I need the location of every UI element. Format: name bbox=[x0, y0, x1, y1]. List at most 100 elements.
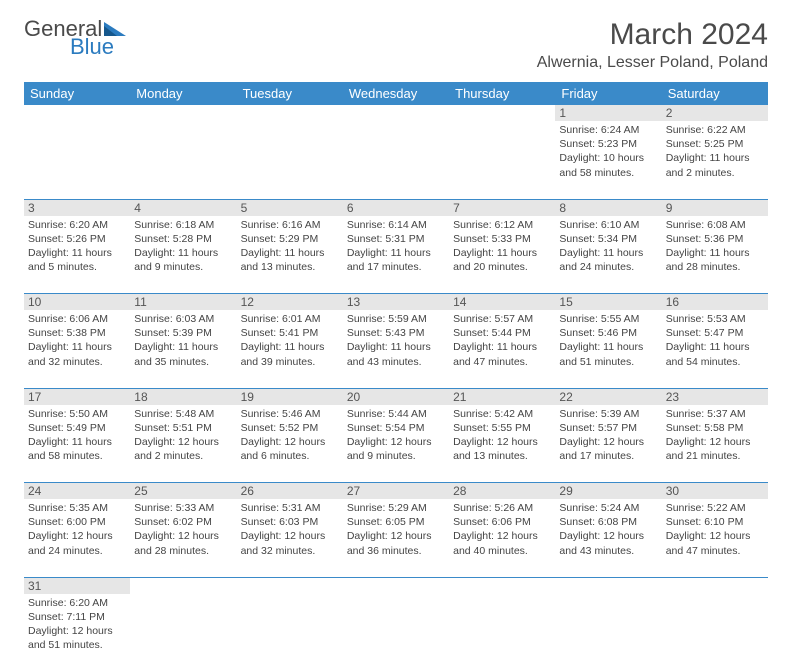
sunrise-text: Sunrise: 5:29 AM bbox=[347, 501, 445, 515]
day-cell: Sunrise: 5:31 AMSunset: 6:03 PMDaylight:… bbox=[237, 499, 343, 577]
day-number: 27 bbox=[343, 483, 449, 500]
sunset-text: Sunset: 5:34 PM bbox=[559, 232, 657, 246]
sunrise-text: Sunrise: 6:24 AM bbox=[559, 123, 657, 137]
daylight-text: Daylight: 12 hours and 40 minutes. bbox=[453, 529, 551, 557]
daylight-text: Daylight: 12 hours and 6 minutes. bbox=[241, 435, 339, 463]
daylight-text: Daylight: 12 hours and 28 minutes. bbox=[134, 529, 232, 557]
sunrise-text: Sunrise: 6:06 AM bbox=[28, 312, 126, 326]
calendar-header-row: SundayMondayTuesdayWednesdayThursdayFrid… bbox=[24, 82, 768, 105]
day-cell bbox=[130, 121, 236, 199]
sunset-text: Sunset: 5:44 PM bbox=[453, 326, 551, 340]
sunrise-text: Sunrise: 5:50 AM bbox=[28, 407, 126, 421]
sunset-text: Sunset: 5:57 PM bbox=[559, 421, 657, 435]
daylight-text: Daylight: 11 hours and 13 minutes. bbox=[241, 246, 339, 274]
sunrise-text: Sunrise: 5:33 AM bbox=[134, 501, 232, 515]
sunrise-text: Sunrise: 6:10 AM bbox=[559, 218, 657, 232]
day-number: 29 bbox=[555, 483, 661, 500]
day-cell: Sunrise: 5:33 AMSunset: 6:02 PMDaylight:… bbox=[130, 499, 236, 577]
sunset-text: Sunset: 5:25 PM bbox=[666, 137, 764, 151]
day-number: 26 bbox=[237, 483, 343, 500]
sunset-text: Sunset: 5:52 PM bbox=[241, 421, 339, 435]
daylight-text: Daylight: 11 hours and 20 minutes. bbox=[453, 246, 551, 274]
day-number: 16 bbox=[662, 294, 768, 311]
weekday-header: Thursday bbox=[449, 82, 555, 105]
daylight-text: Daylight: 11 hours and 17 minutes. bbox=[347, 246, 445, 274]
sunset-text: Sunset: 6:05 PM bbox=[347, 515, 445, 529]
sunrise-text: Sunrise: 5:39 AM bbox=[559, 407, 657, 421]
day-cell: Sunrise: 5:26 AMSunset: 6:06 PMDaylight:… bbox=[449, 499, 555, 577]
daylight-text: Daylight: 12 hours and 43 minutes. bbox=[559, 529, 657, 557]
day-number: 8 bbox=[555, 199, 661, 216]
sunrise-text: Sunrise: 5:44 AM bbox=[347, 407, 445, 421]
sunset-text: Sunset: 5:43 PM bbox=[347, 326, 445, 340]
daylight-text: Daylight: 11 hours and 28 minutes. bbox=[666, 246, 764, 274]
sunset-text: Sunset: 5:58 PM bbox=[666, 421, 764, 435]
day-number bbox=[130, 105, 236, 121]
sunrise-text: Sunrise: 6:08 AM bbox=[666, 218, 764, 232]
day-number bbox=[237, 105, 343, 121]
sunset-text: Sunset: 5:28 PM bbox=[134, 232, 232, 246]
day-cell: Sunrise: 6:12 AMSunset: 5:33 PMDaylight:… bbox=[449, 216, 555, 294]
sunset-text: Sunset: 5:36 PM bbox=[666, 232, 764, 246]
daylight-text: Daylight: 11 hours and 54 minutes. bbox=[666, 340, 764, 368]
sunset-text: Sunset: 5:33 PM bbox=[453, 232, 551, 246]
daylight-text: Daylight: 11 hours and 32 minutes. bbox=[28, 340, 126, 368]
day-number: 18 bbox=[130, 388, 236, 405]
sunrise-text: Sunrise: 5:53 AM bbox=[666, 312, 764, 326]
sunrise-text: Sunrise: 6:03 AM bbox=[134, 312, 232, 326]
sunrise-text: Sunrise: 5:59 AM bbox=[347, 312, 445, 326]
sunset-text: Sunset: 6:06 PM bbox=[453, 515, 551, 529]
sunset-text: Sunset: 5:51 PM bbox=[134, 421, 232, 435]
day-cell: Sunrise: 6:20 AMSunset: 7:11 PMDaylight:… bbox=[24, 594, 130, 672]
day-number: 9 bbox=[662, 199, 768, 216]
day-cell: Sunrise: 5:46 AMSunset: 5:52 PMDaylight:… bbox=[237, 405, 343, 483]
day-number-row: 3456789 bbox=[24, 199, 768, 216]
daylight-text: Daylight: 11 hours and 2 minutes. bbox=[666, 151, 764, 179]
day-number: 7 bbox=[449, 199, 555, 216]
day-cell bbox=[449, 594, 555, 672]
daylight-text: Daylight: 11 hours and 35 minutes. bbox=[134, 340, 232, 368]
day-cell bbox=[343, 594, 449, 672]
sunset-text: Sunset: 5:31 PM bbox=[347, 232, 445, 246]
week-row: Sunrise: 6:20 AMSunset: 5:26 PMDaylight:… bbox=[24, 216, 768, 294]
day-number: 1 bbox=[555, 105, 661, 121]
day-number: 2 bbox=[662, 105, 768, 121]
day-number: 24 bbox=[24, 483, 130, 500]
month-title: March 2024 bbox=[537, 18, 768, 52]
day-cell: Sunrise: 5:59 AMSunset: 5:43 PMDaylight:… bbox=[343, 310, 449, 388]
day-cell bbox=[555, 594, 661, 672]
day-cell: Sunrise: 5:50 AMSunset: 5:49 PMDaylight:… bbox=[24, 405, 130, 483]
weekday-header: Sunday bbox=[24, 82, 130, 105]
sunrise-text: Sunrise: 6:22 AM bbox=[666, 123, 764, 137]
sunset-text: Sunset: 5:54 PM bbox=[347, 421, 445, 435]
day-cell: Sunrise: 6:01 AMSunset: 5:41 PMDaylight:… bbox=[237, 310, 343, 388]
day-number bbox=[343, 105, 449, 121]
week-row: Sunrise: 6:20 AMSunset: 7:11 PMDaylight:… bbox=[24, 594, 768, 672]
day-number bbox=[24, 105, 130, 121]
day-number-row: 12 bbox=[24, 105, 768, 121]
day-cell: Sunrise: 6:24 AMSunset: 5:23 PMDaylight:… bbox=[555, 121, 661, 199]
weekday-header: Friday bbox=[555, 82, 661, 105]
day-number-row: 10111213141516 bbox=[24, 294, 768, 311]
day-cell bbox=[237, 121, 343, 199]
day-cell: Sunrise: 5:44 AMSunset: 5:54 PMDaylight:… bbox=[343, 405, 449, 483]
day-number: 23 bbox=[662, 388, 768, 405]
location-text: Alwernia, Lesser Poland, Poland bbox=[537, 54, 768, 72]
daylight-text: Daylight: 12 hours and 24 minutes. bbox=[28, 529, 126, 557]
day-cell bbox=[662, 594, 768, 672]
day-cell: Sunrise: 5:39 AMSunset: 5:57 PMDaylight:… bbox=[555, 405, 661, 483]
day-cell bbox=[130, 594, 236, 672]
day-cell: Sunrise: 6:20 AMSunset: 5:26 PMDaylight:… bbox=[24, 216, 130, 294]
sunrise-text: Sunrise: 5:35 AM bbox=[28, 501, 126, 515]
day-cell: Sunrise: 5:37 AMSunset: 5:58 PMDaylight:… bbox=[662, 405, 768, 483]
sunrise-text: Sunrise: 5:57 AM bbox=[453, 312, 551, 326]
daylight-text: Daylight: 11 hours and 47 minutes. bbox=[453, 340, 551, 368]
sunset-text: Sunset: 6:02 PM bbox=[134, 515, 232, 529]
sunset-text: Sunset: 5:26 PM bbox=[28, 232, 126, 246]
day-cell: Sunrise: 6:10 AMSunset: 5:34 PMDaylight:… bbox=[555, 216, 661, 294]
day-cell: Sunrise: 5:57 AMSunset: 5:44 PMDaylight:… bbox=[449, 310, 555, 388]
logo: GeneralBlue bbox=[24, 18, 126, 58]
day-number: 20 bbox=[343, 388, 449, 405]
day-number bbox=[237, 577, 343, 594]
daylight-text: Daylight: 12 hours and 32 minutes. bbox=[241, 529, 339, 557]
